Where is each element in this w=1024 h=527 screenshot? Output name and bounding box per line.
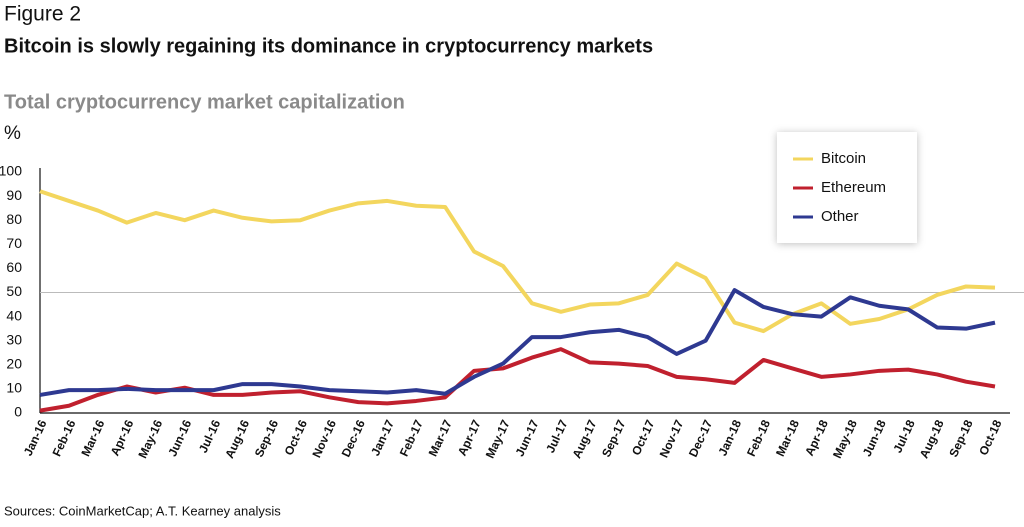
y-tick-label: 90 — [6, 187, 22, 203]
x-tick-label: Mar-18 — [773, 417, 802, 458]
x-tick-label: Sep-16 — [252, 417, 281, 459]
y-tick-label: 0 — [14, 404, 22, 420]
x-tick-label: Mar-17 — [426, 417, 455, 458]
chart-title: Bitcoin is slowly regaining its dominanc… — [4, 35, 653, 57]
y-tick-label: 30 — [6, 331, 22, 347]
figure-label: Figure 2 — [4, 3, 81, 26]
y-tick-label: 80 — [6, 211, 22, 227]
legend-label: Other — [821, 208, 859, 225]
series-line — [39, 189, 996, 334]
x-tick-label: Oct-18 — [976, 417, 1005, 457]
x-tick-label: Jan-17 — [368, 417, 397, 458]
x-tick-label: Jun-18 — [860, 417, 889, 458]
x-tick-label: Jul-17 — [543, 417, 570, 455]
y-unit: % — [4, 123, 21, 144]
x-tick-label: May-16 — [135, 417, 165, 460]
x-tick-label: Jul-16 — [196, 417, 223, 455]
y-tick-label: 50 — [6, 283, 22, 299]
x-tick-label: Jun-17 — [513, 417, 542, 458]
x-tick-label: Nov-17 — [657, 417, 687, 459]
x-tick-label: Apr-18 — [802, 417, 831, 458]
x-tick-label: Feb-17 — [397, 417, 426, 458]
x-tick-label: Jan-16 — [21, 417, 50, 458]
x-tick-label: Sep-18 — [946, 417, 975, 459]
x-tick-label: Oct-16 — [282, 417, 311, 457]
x-tick-label: May-17 — [483, 417, 513, 460]
x-tick-label: Apr-16 — [108, 417, 137, 458]
x-tick-label: Sep-17 — [599, 417, 628, 459]
x-tick-label: Apr-17 — [455, 417, 484, 458]
x-tick-label: Jun-16 — [165, 417, 194, 458]
x-tick-label: Aug-17 — [570, 417, 600, 460]
x-tick-label: Feb-18 — [744, 417, 773, 458]
y-tick-label: 40 — [6, 307, 22, 323]
y-tick-label: 60 — [6, 259, 22, 275]
series-line — [39, 288, 996, 397]
series-line — [39, 347, 996, 413]
y-tick-label: 100 — [0, 163, 22, 179]
x-tick-label: Aug-18 — [917, 417, 947, 460]
x-tick-label: Feb-16 — [49, 417, 78, 458]
x-tick-label: Nov-16 — [309, 417, 339, 459]
y-tick-label: 70 — [6, 235, 22, 251]
legend-label: Ethereum — [821, 179, 886, 196]
x-tick-label: May-18 — [830, 417, 860, 460]
x-tick-label: Aug-16 — [222, 417, 252, 460]
x-tick-label: Jan-18 — [715, 417, 744, 458]
legend-label: Bitcoin — [821, 150, 866, 167]
y-tick-label: 20 — [6, 356, 22, 372]
x-tick-label: Dec-17 — [686, 417, 715, 459]
x-tick-label: Dec-16 — [339, 417, 368, 459]
source: Sources: CoinMarketCap; A.T. Kearney ana… — [4, 503, 281, 518]
x-tick-label: Oct-17 — [629, 417, 658, 457]
x-tick-label: Jul-18 — [890, 417, 917, 455]
chart-subtitle: Total cryptocurrency market capitalizati… — [4, 91, 405, 113]
legend: Bitcoin Ethereum Other — [777, 132, 917, 243]
y-tick-label: 10 — [6, 380, 22, 396]
x-tick-label: Mar-16 — [78, 417, 107, 458]
